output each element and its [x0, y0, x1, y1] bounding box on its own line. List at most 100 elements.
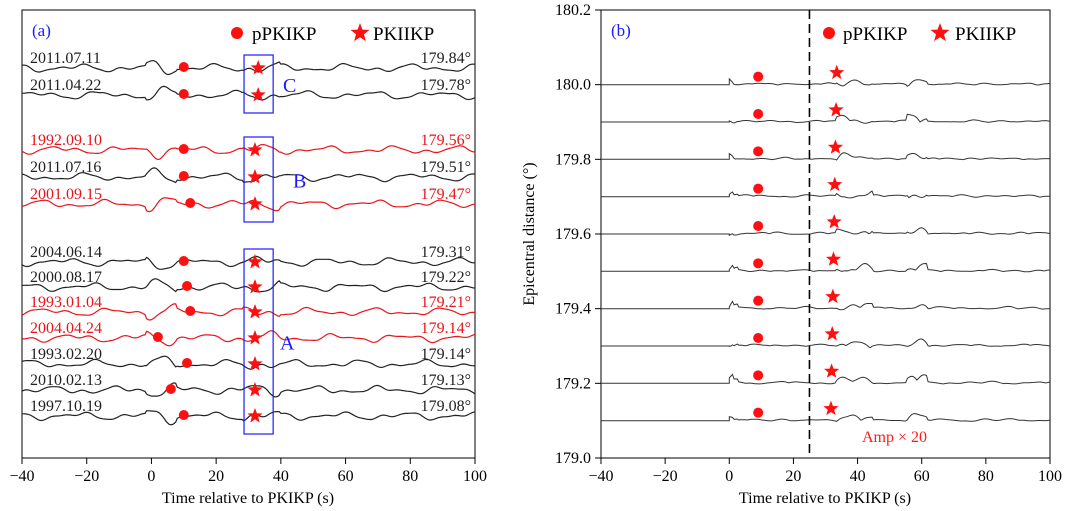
legend-star-marker: [930, 23, 950, 42]
seismogram-trace: [21, 85, 476, 101]
panel-b-y-axis-title: Epicentral distance (°): [521, 162, 538, 305]
panel-b-x-axis-title: Time relative to PKIKP (s): [739, 490, 911, 507]
trace-distance-label: 179.31°: [421, 244, 471, 261]
pkiikp-marker: [247, 330, 263, 345]
seismogram-trace: [21, 382, 476, 398]
y-tick-label: 179.4: [555, 301, 591, 318]
x-tick-label: 20: [785, 468, 801, 485]
pkiikp-marker: [247, 304, 263, 319]
trace-date-label: 2004.04.24: [30, 320, 102, 337]
x-tick-label: 40: [850, 468, 866, 485]
arrival-box: [243, 136, 274, 223]
x-tick-label: 80: [978, 468, 994, 485]
x-tick-label: 20: [208, 468, 224, 485]
synthetic-trace: [601, 413, 1051, 422]
trace-distance-label: 179.08°: [421, 398, 471, 415]
trace-distance-label: 179.78°: [421, 77, 471, 94]
pkiikp-marker: [247, 356, 263, 371]
pkiikp-marker: [827, 139, 844, 154]
pkiikp-marker: [247, 254, 263, 269]
trace-date-label: 1993.02.20: [30, 346, 102, 363]
pkiikp-marker: [823, 363, 840, 378]
ppkikp-marker: [753, 109, 764, 119]
synthetic-trace: [601, 262, 1051, 273]
trace-date-label: 2011.07.16: [30, 159, 101, 176]
seismogram-trace: [21, 278, 476, 293]
ppkikp-marker: [753, 407, 764, 418]
box-label: C: [283, 75, 296, 97]
trace-distance-label: 179.84°: [421, 50, 471, 67]
pkiikp-marker: [250, 87, 266, 102]
trace-distance-label: 179.14°: [421, 346, 471, 363]
ppkikp-marker: [185, 306, 196, 316]
pkiikp-marker: [250, 60, 266, 75]
trace-date-label: 2011.04.22: [30, 77, 101, 94]
synthetic-trace: [601, 227, 1051, 237]
seismogram-trace: [21, 167, 476, 184]
legend-circle-marker: [823, 27, 835, 39]
pkiikp-marker: [247, 382, 263, 397]
y-tick-label: 179.2: [555, 375, 591, 392]
pkiikp-marker: [247, 196, 263, 211]
legend-label-ppkikp: pPKIKP: [843, 24, 907, 45]
panel-a-label: (a): [32, 21, 51, 40]
x-tick-label: 60: [338, 468, 354, 485]
seismogram-trace: [21, 355, 476, 370]
panel-b-y-ticks: 179.0 179.2 179.4 179.6 179.8 180.0 180.2: [555, 2, 601, 467]
synthetic-trace: [601, 77, 1050, 87]
pkiikp-marker: [825, 288, 841, 304]
seismogram-trace: [22, 330, 476, 347]
x-tick-label: −40: [9, 468, 34, 485]
synthetic-trace: [601, 113, 1051, 124]
pkiikp-marker: [247, 408, 263, 423]
x-tick-label: 100: [1038, 468, 1062, 485]
x-tick-label: 60: [914, 468, 930, 485]
x-tick-label: 40: [273, 468, 289, 485]
trace-date-label: 2000.08.17: [30, 269, 102, 286]
seismogram-trace: [21, 410, 476, 426]
trace-date-label: 1992.09.10: [30, 132, 102, 149]
ppkikp-marker: [753, 295, 764, 306]
box-label: B: [293, 171, 306, 193]
trace-date-label: 2001.09.15: [30, 186, 102, 203]
panel-b-x-ticks: −40 −20 0 20 40 60 80 100: [588, 458, 1062, 485]
panel-a-frame: [21, 9, 476, 459]
panel-b-label: (b): [611, 21, 631, 40]
x-tick-label: −20: [653, 468, 678, 485]
pkiikp-marker: [247, 142, 263, 157]
ppkikp-marker: [753, 258, 764, 269]
ppkikp-marker: [753, 333, 764, 343]
synthetic-trace: [601, 300, 1051, 311]
x-tick-label: 0: [725, 468, 733, 485]
panel-a-traces: 2011.07.11 179.84° 2011.04.22 179.78° 1992.0…: [21, 50, 476, 426]
pkiikp-marker: [829, 64, 845, 80]
pkiikp-marker: [247, 279, 263, 294]
trace-date-label: 2010.02.13: [30, 372, 102, 389]
legend-label-ppkikp: pPKIKP: [252, 24, 316, 45]
panel-a: (a) pPKIKP PKIIKP 2011.07.11 179.84°2011.…: [9, 9, 487, 507]
ppkikp-marker: [753, 370, 764, 381]
y-tick-label: 179.6: [555, 226, 591, 243]
ppkikp-marker: [178, 256, 189, 266]
box-label: A: [280, 333, 295, 355]
pkiikp-marker: [826, 214, 842, 229]
panel-a-x-axis-title: Time relative to PKIKP (s): [162, 490, 334, 507]
trace-date-label: 2004.06.14: [30, 244, 102, 261]
arrival-box: [243, 54, 274, 114]
arrival-box: [243, 248, 274, 435]
synthetic-trace: [601, 338, 1051, 349]
pkiikp-marker: [823, 400, 839, 416]
legend-star-marker: [350, 23, 370, 42]
amplitude-annotation: Amp × 20: [862, 429, 927, 446]
trace-distance-label: 179.47°: [421, 186, 471, 203]
x-tick-label: −20: [74, 468, 99, 485]
ppkikp-marker: [753, 183, 764, 194]
synthetic-trace: [601, 373, 1051, 385]
trace-distance-label: 179.21°: [421, 294, 471, 311]
pkiikp-marker: [824, 326, 840, 341]
panel-a-boxes: C B A: [243, 54, 306, 435]
ppkikp-marker: [178, 89, 189, 99]
x-tick-label: 80: [402, 468, 418, 485]
x-tick-label: 100: [463, 468, 487, 485]
ppkikp-marker: [152, 332, 163, 342]
